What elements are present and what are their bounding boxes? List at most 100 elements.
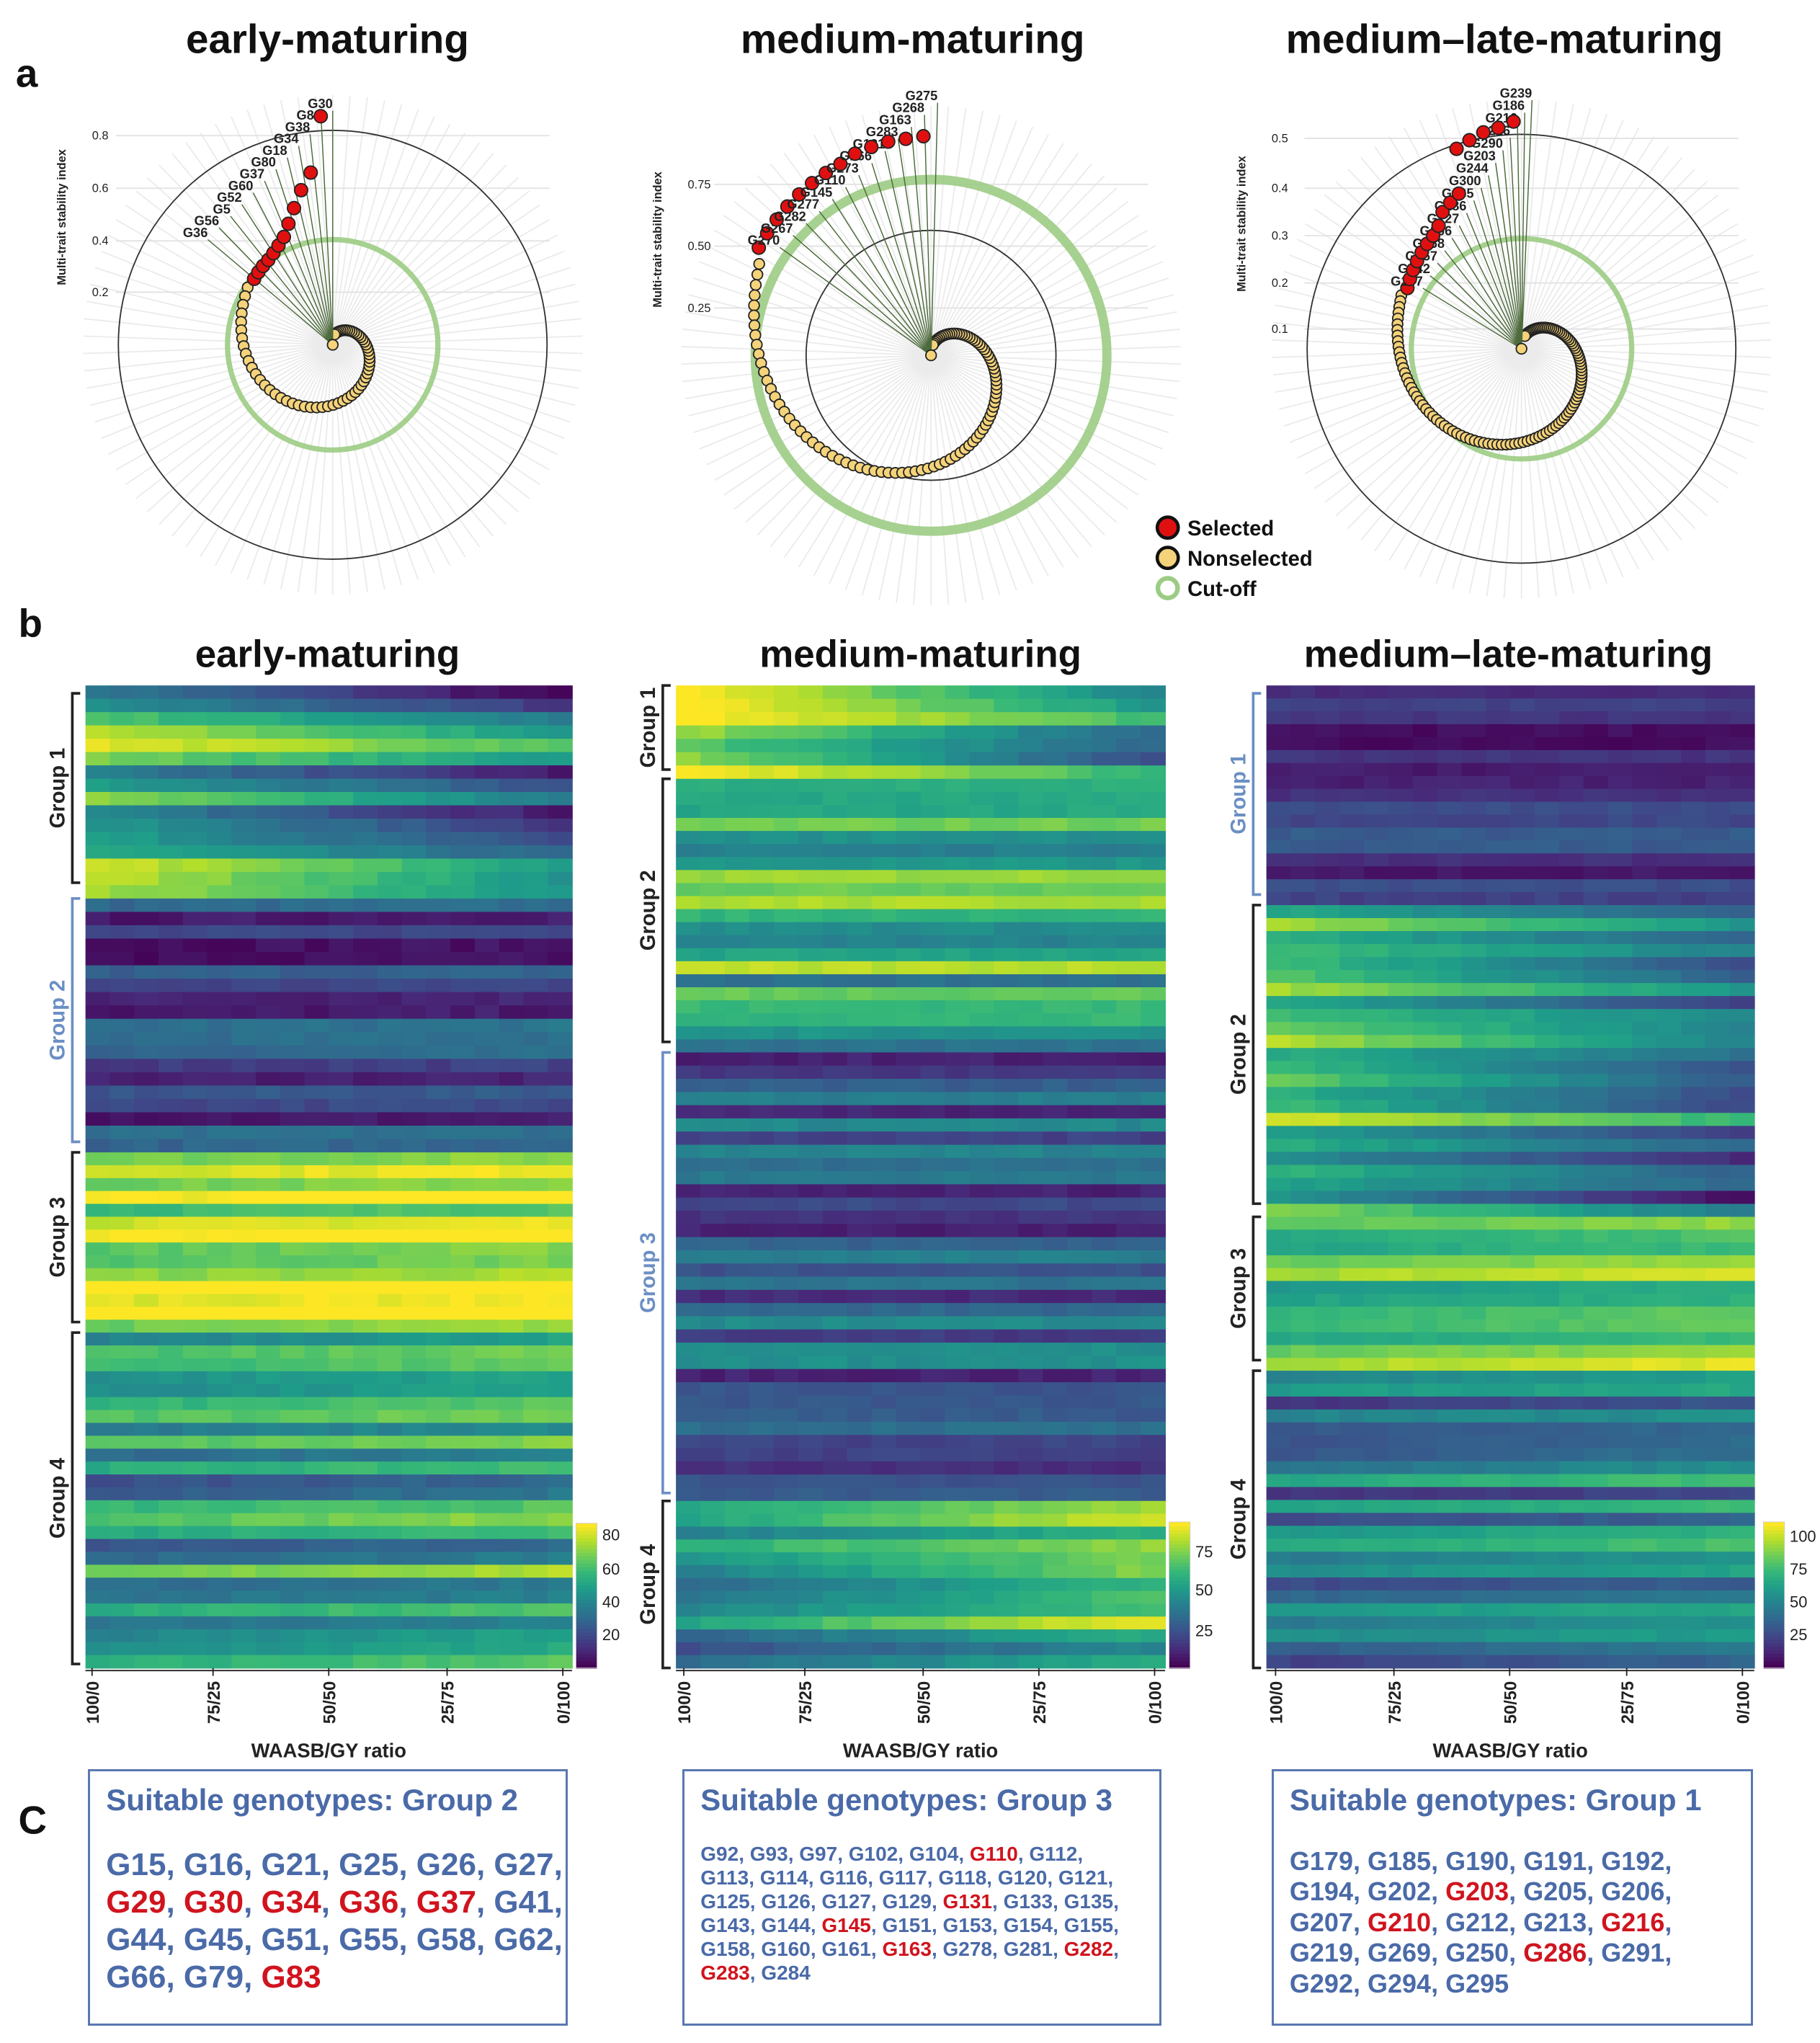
heatmap-cell — [401, 1178, 427, 1192]
heatmap-cell — [85, 845, 111, 860]
heatmap-cell — [847, 857, 873, 871]
heatmap-cell — [207, 845, 233, 860]
heatmap-cell — [1388, 788, 1414, 803]
heatmap-cell — [231, 912, 257, 926]
heatmap-cell — [1558, 1203, 1584, 1218]
heatmap-cell — [945, 1616, 971, 1630]
heatmap-cell — [1558, 724, 1584, 738]
heatmap-cell — [1632, 1152, 1658, 1166]
heatmap-cell — [1656, 1100, 1682, 1114]
heatmap-cell — [1705, 1268, 1731, 1282]
selected-point-G83 — [303, 165, 318, 180]
heatmap-cell — [700, 948, 726, 962]
heatmap-cell — [1632, 685, 1658, 700]
heatmap-cell — [231, 992, 257, 1007]
heatmap-cell — [969, 1435, 995, 1449]
heatmap-cell — [847, 1655, 873, 1669]
heatmap-cell — [255, 885, 281, 899]
x-tick-label: 50/50 — [321, 1681, 339, 1724]
heatmap-cell — [474, 1616, 500, 1630]
heatmap-cell — [920, 1629, 946, 1643]
heatmap-cell — [1583, 1319, 1609, 1333]
heatmap-cell — [523, 1203, 549, 1218]
heatmap-cell — [1535, 1268, 1560, 1282]
genotype-label: G244 — [1456, 161, 1489, 176]
heatmap-cell — [920, 1065, 946, 1080]
heatmap-cell — [523, 912, 549, 926]
heatmap-cell — [450, 1474, 476, 1488]
heatmap-cell — [1656, 698, 1682, 712]
heatmap-cell — [377, 1294, 403, 1308]
heatmap-cell — [749, 1157, 775, 1172]
heatmap-cell — [231, 1165, 257, 1179]
heatmap-cell — [847, 1395, 873, 1410]
heatmap-cell — [896, 1629, 922, 1643]
heatmap-cell — [499, 1590, 525, 1604]
heatmap-cell — [1656, 917, 1682, 932]
heatmap-cell — [822, 883, 848, 897]
radial-gridline — [1521, 348, 1765, 410]
heatmap-cell — [725, 1197, 750, 1211]
heatmap-cell — [1607, 788, 1633, 803]
heatmap-cell — [1364, 685, 1389, 700]
heatmap-cell — [1018, 1092, 1044, 1106]
heatmap-cell — [847, 1564, 873, 1579]
heatmap-cell — [85, 1112, 111, 1126]
heatmap-cell — [1043, 1263, 1069, 1278]
heatmap-cell — [182, 1268, 208, 1282]
radial-gridline — [331, 95, 351, 345]
heatmap-cell — [255, 858, 281, 873]
heatmap-cell — [474, 1203, 500, 1218]
heatmap-cell — [871, 1356, 897, 1370]
heatmap-cell — [523, 1281, 549, 1295]
heatmap-cell — [847, 1224, 873, 1238]
radial-gridline — [100, 344, 334, 440]
heatmap-cell — [548, 1500, 573, 1514]
heatmap-cell — [822, 1079, 848, 1093]
heatmap-cell — [798, 1395, 824, 1410]
heatmap-cell — [1583, 1371, 1609, 1384]
selected-point-G300 — [1435, 205, 1450, 220]
heatmap-cell — [1364, 762, 1389, 777]
heatmap-cell — [1412, 1396, 1438, 1410]
heatmap-cell — [85, 1358, 111, 1372]
heatmap-cell — [523, 1072, 549, 1087]
heatmap-cell — [1388, 762, 1414, 777]
heatmap-cell — [1583, 1268, 1609, 1282]
radial-gridline — [1521, 348, 1770, 376]
heatmap-cell — [401, 1139, 427, 1154]
heatmap-cell — [847, 1448, 873, 1462]
heatmap-cell — [1632, 724, 1658, 738]
heatmap-cell — [1412, 996, 1438, 1010]
heatmap-cell — [426, 871, 452, 886]
heatmap-cell — [1681, 996, 1706, 1010]
heatmap-cell — [1412, 698, 1438, 712]
heatmap-cell — [1729, 1255, 1755, 1269]
heatmap-cell — [255, 1165, 281, 1179]
heatmap-cell — [1116, 857, 1142, 871]
heatmap-cell — [1607, 1384, 1633, 1397]
heatmap-cell — [499, 1577, 525, 1592]
heatmap-cell — [945, 1513, 971, 1528]
heatmap-cell — [920, 1487, 946, 1502]
heatmap-cell — [871, 1448, 897, 1462]
heatmap-cell — [231, 1603, 257, 1617]
heatmap-cell — [1388, 1100, 1414, 1114]
heatmap-cell — [1632, 853, 1658, 868]
heatmap-cell — [994, 948, 1020, 962]
heatmap-cell — [822, 752, 848, 767]
heatmap-cell — [1461, 957, 1487, 971]
heatmap-cell — [548, 885, 573, 899]
heatmap-cell — [896, 778, 922, 793]
heatmap-cell — [676, 844, 701, 858]
heatmap-cell — [1116, 1289, 1142, 1304]
heatmap-cell — [847, 1079, 873, 1093]
heatmap-cell — [85, 1487, 111, 1501]
colorbar-segment — [1169, 1591, 1190, 1596]
heatmap-cell — [1461, 1229, 1487, 1244]
heatmap-cell — [773, 1577, 799, 1592]
heatmap-cell — [158, 1345, 184, 1359]
heatmap-cell — [847, 1065, 873, 1080]
heatmap-cell — [1388, 904, 1414, 919]
heatmap-cell — [676, 1105, 701, 1119]
